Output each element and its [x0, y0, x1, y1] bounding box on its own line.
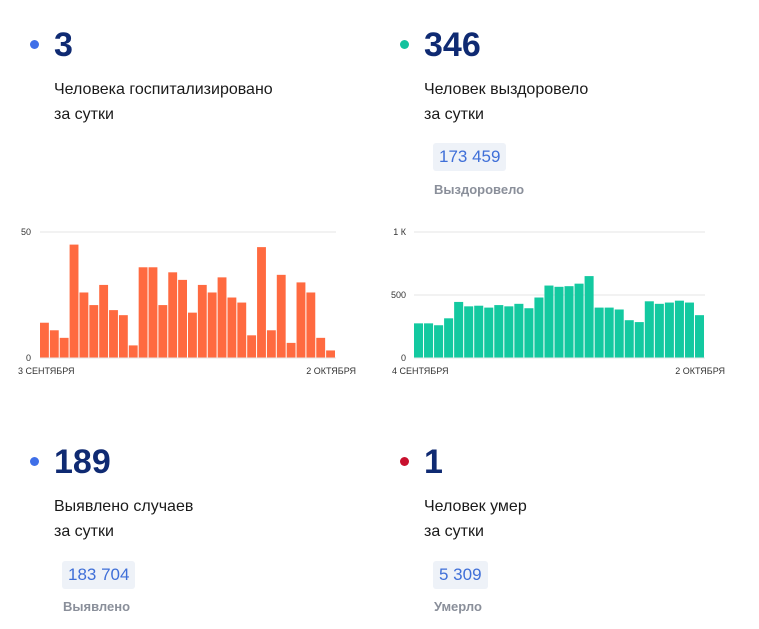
- bar: [247, 335, 257, 358]
- hospitalized-line2: за сутки: [54, 106, 114, 123]
- bar: [544, 285, 554, 358]
- bar: [148, 267, 158, 358]
- bar: [207, 292, 217, 358]
- x-tick-label: 2 ОКТЯБРЯ: [675, 366, 725, 376]
- bar: [434, 325, 444, 358]
- bar: [424, 323, 434, 358]
- bar: [694, 315, 704, 358]
- bar: [624, 320, 634, 358]
- bar: [564, 286, 574, 358]
- bar: [168, 272, 178, 358]
- bar: [40, 322, 49, 358]
- bar: [674, 300, 684, 358]
- y-tick-label: 0: [26, 353, 31, 363]
- bar: [524, 308, 534, 358]
- bar: [217, 277, 227, 358]
- bar: [237, 302, 247, 358]
- detected-value: 189: [54, 443, 111, 481]
- bar: [594, 307, 604, 358]
- died-total-label: Умерло: [434, 599, 482, 614]
- y-tick-label: 500: [391, 290, 406, 300]
- bar: [484, 307, 494, 358]
- detected-line1: Выявлено случаев: [54, 498, 194, 515]
- bar: [118, 315, 128, 358]
- bar: [128, 345, 138, 358]
- bar: [79, 292, 89, 358]
- x-tick-label: 2 ОКТЯБРЯ: [306, 366, 356, 376]
- teal-dot-icon: [400, 40, 409, 49]
- red-dot-icon: [400, 457, 409, 466]
- bar: [257, 247, 266, 358]
- died-total-badge: 5 309: [433, 561, 488, 589]
- recovered-total-badge: 173 459: [433, 143, 507, 171]
- died-line1: Человек умер: [424, 498, 527, 515]
- bar: [316, 337, 326, 358]
- bar: [534, 297, 544, 358]
- bar: [306, 292, 316, 358]
- bar: [178, 279, 187, 358]
- bar: [584, 276, 594, 358]
- bar: [464, 306, 474, 358]
- bar: [474, 305, 484, 358]
- bar: [276, 274, 286, 358]
- bar: [326, 350, 335, 358]
- blue-dot-icon: [30, 457, 39, 466]
- bar: [296, 282, 306, 358]
- bar: [634, 322, 644, 358]
- y-tick-label: 50: [21, 227, 31, 237]
- bar: [99, 284, 109, 358]
- died-line2: за сутки: [424, 523, 484, 540]
- died-value: 1: [424, 443, 443, 481]
- recovered-line2: за сутки: [424, 106, 484, 123]
- bar: [444, 318, 454, 358]
- recovered-value: 346: [424, 26, 481, 64]
- recovered-bar-chart: 0 500 1 К 4 СЕНТЯБРЯ 2 ОКТЯБРЯ: [391, 227, 725, 376]
- bar: [574, 283, 584, 358]
- bar: [414, 323, 424, 358]
- detected-total-badge: 183 704: [62, 561, 136, 589]
- bar: [554, 286, 564, 358]
- bar: [158, 305, 168, 358]
- bar: [664, 302, 674, 358]
- bar: [49, 330, 59, 358]
- x-tick-label: 3 СЕНТЯБРЯ: [18, 366, 75, 376]
- detected-total-label: Выявлено: [63, 599, 131, 614]
- blue-dot-icon: [30, 40, 39, 49]
- hospitalized-value: 3: [54, 26, 73, 64]
- detected-line2: за сутки: [54, 523, 114, 540]
- bar: [644, 301, 654, 358]
- recovered-line1: Человек выздоровело: [424, 81, 589, 98]
- bar: [454, 301, 464, 358]
- y-tick-label: 1 К: [393, 227, 407, 237]
- recovered-total-label: Выздоровело: [434, 182, 525, 197]
- x-tick-label: 4 СЕНТЯБРЯ: [392, 366, 449, 376]
- bar: [494, 305, 504, 358]
- y-tick-label: 0: [401, 353, 406, 363]
- bar: [109, 310, 118, 358]
- bar: [59, 337, 69, 358]
- bar: [614, 309, 624, 358]
- hospitalized-line1: Человека госпитализировано: [54, 81, 273, 98]
- bar: [286, 342, 296, 358]
- bar: [69, 244, 79, 358]
- bar: [654, 303, 664, 358]
- bar: [684, 302, 694, 358]
- bar: [188, 312, 197, 358]
- bar: [514, 303, 524, 358]
- bar: [89, 305, 99, 358]
- bar: [197, 284, 207, 358]
- bar: [266, 330, 276, 358]
- bar: [138, 267, 148, 358]
- bar: [227, 297, 237, 358]
- bar: [604, 307, 614, 358]
- bar: [504, 306, 514, 358]
- hospitalized-bar-chart: 0 50 3 СЕНТЯБРЯ 2 ОКТЯБРЯ: [18, 227, 356, 376]
